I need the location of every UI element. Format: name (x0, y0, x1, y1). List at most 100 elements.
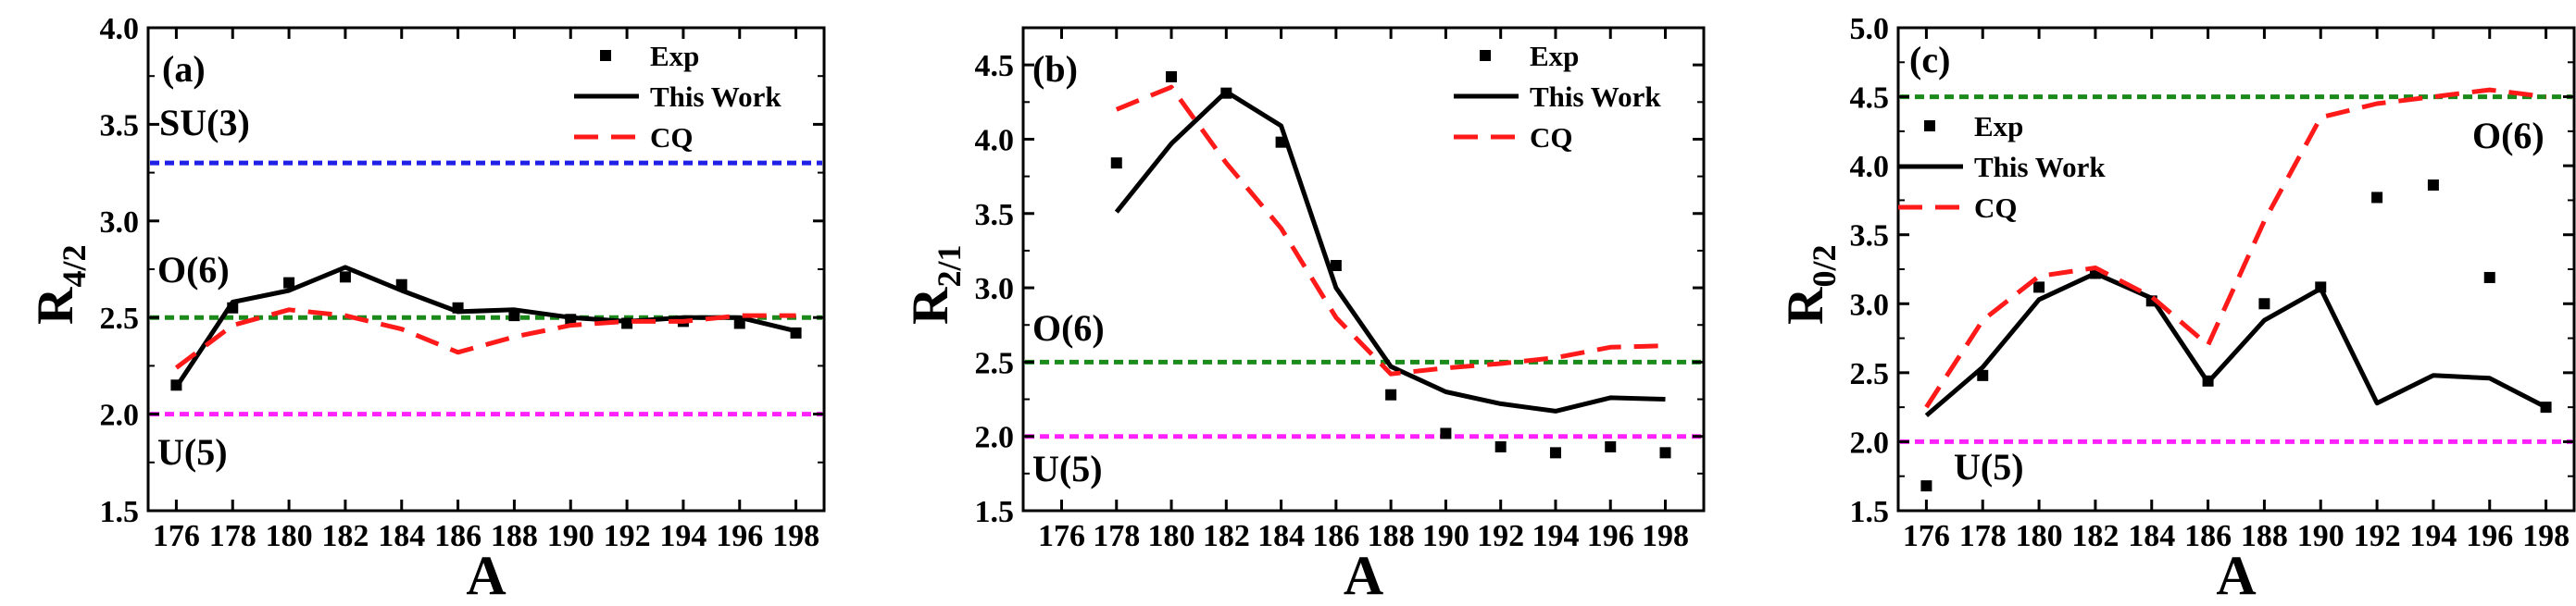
x-tick-label: 196 (1587, 519, 1634, 553)
y-tick-label: 5.0 (1850, 12, 1890, 46)
y-axis-title: R4/2 (27, 245, 93, 325)
x-tick-label: 180 (2016, 519, 2063, 553)
legend-label-cq: CQ (1530, 121, 1573, 154)
y-tick-label: 3.0 (1850, 288, 1890, 322)
y-axis-title: R0/2 (1777, 245, 1843, 325)
series-line-this-work (174, 265, 797, 389)
panel-label: (a) (162, 48, 206, 90)
x-tick-label: 176 (153, 519, 200, 553)
x-tick-label: 188 (1368, 519, 1415, 553)
x-tick-label: 186 (2184, 519, 2232, 553)
y-tick-label: 2.5 (1850, 357, 1890, 391)
x-tick-label: 190 (2297, 519, 2345, 553)
data-point-exp (1977, 369, 1989, 381)
series-line-cq (174, 307, 796, 370)
x-tick-label: 184 (1257, 519, 1305, 553)
series-line-cq (1115, 84, 1666, 377)
legend-label-cq: CQ (1974, 192, 2018, 224)
data-point-exp (1385, 389, 1397, 401)
data-point-exp (1549, 447, 1561, 459)
x-tick-label: 198 (1642, 519, 1689, 553)
data-point-exp (1110, 157, 1122, 169)
y-axis-title-subscript: 2/1 (931, 245, 968, 288)
data-point-exp (1494, 440, 1507, 452)
data-point-exp (1605, 440, 1617, 452)
plot-frame (1896, 26, 2576, 513)
series-line-this-work (1114, 89, 1666, 414)
reference-label-u5: U(5) (157, 431, 228, 473)
x-axis-title: A (1344, 545, 1383, 606)
legend-label-this-work: This Work (1530, 80, 1661, 113)
data-point-exp (2371, 192, 2383, 204)
reference-label-u5: U(5) (1032, 448, 1103, 489)
y-tick-label: 4.0 (1850, 150, 1890, 184)
reference-label-su3: SU(3) (159, 102, 250, 143)
chart-panel-3: O(6) U(5) 1.5 2.0 2.5 3.0 3.5 4.0 4.5 5.0 176 178 18… (1777, 12, 2576, 606)
y-tick-label: 2.0 (1850, 426, 1890, 460)
legend-label-exp: Exp (1530, 40, 1579, 72)
y-axis-title-base: R (1777, 287, 1834, 325)
legend-label-exp: Exp (1974, 110, 2023, 142)
series-line-cq (1924, 87, 2546, 409)
x-tick-label: 176 (1038, 519, 1085, 553)
y-axis-title-subscript: 0/2 (1806, 245, 1843, 288)
data-point-exp (2258, 298, 2270, 310)
data-point-exp (1330, 259, 1342, 271)
legend-label-this-work: This Work (1974, 151, 2106, 183)
y-axis-title-subscript: 4/2 (56, 245, 93, 288)
y-tick-label: 4.5 (975, 49, 1015, 83)
data-point-exp (1166, 71, 1178, 83)
y-tick-label: 4.5 (1850, 81, 1890, 116)
x-tick-label: 184 (378, 519, 425, 553)
y-tick-label: 3.0 (975, 272, 1015, 306)
y-axis-title: R2/1 (902, 245, 968, 325)
data-point-exp (2033, 281, 2045, 293)
panel-label: (b) (1032, 48, 1078, 90)
reference-label-u5: U(5) (1954, 446, 2024, 488)
data-point-exp (508, 310, 520, 322)
x-tick-label: 180 (266, 519, 313, 553)
x-axis-title: A (466, 545, 506, 606)
y-axis-title-base: R (27, 287, 84, 325)
x-tick-label: 182 (321, 519, 369, 553)
y-tick-label: 1.5 (975, 495, 1015, 529)
y-tick-label: 1.5 (1850, 495, 1890, 529)
legend-label-cq: CQ (650, 121, 694, 154)
data-point-exp (283, 277, 295, 289)
y-tick-label: 3.5 (1850, 219, 1890, 254)
x-tick-label: 182 (2071, 519, 2119, 553)
y-tick-label: 2.0 (100, 399, 140, 433)
y-tick-label: 2.0 (975, 421, 1015, 455)
x-tick-label: 192 (2354, 519, 2401, 553)
x-tick-label: 182 (1203, 519, 1250, 553)
y-tick-label: 2.5 (975, 346, 1015, 380)
data-point-exp (1440, 427, 1452, 439)
x-tick-label: 196 (716, 519, 763, 553)
x-tick-label: 194 (659, 519, 707, 553)
series-line-this-work (1924, 271, 2547, 417)
x-tick-label: 198 (772, 519, 819, 553)
y-axis-title-base: R (902, 287, 959, 325)
x-tick-label: 198 (2522, 519, 2570, 553)
legend-marker-exp (1480, 50, 1491, 61)
x-tick-label: 190 (1422, 519, 1469, 553)
x-tick-label: 186 (434, 519, 481, 553)
x-tick-label: 190 (547, 519, 594, 553)
legend-label-exp: Exp (650, 40, 699, 72)
x-tick-label: 192 (604, 519, 651, 553)
legend-label-this-work: This Work (650, 80, 782, 113)
x-tick-label: 188 (2241, 519, 2288, 553)
data-point-exp (1659, 447, 1671, 459)
x-tick-label: 192 (1477, 519, 1524, 553)
y-tick-label: 2.5 (100, 302, 140, 336)
data-point-exp (2427, 179, 2439, 192)
y-tick-label: 3.5 (100, 108, 140, 142)
x-tick-label: 176 (1903, 519, 1950, 553)
x-tick-label: 194 (1532, 519, 1579, 553)
reference-label-o6: O(6) (1032, 307, 1105, 349)
data-point-exp (339, 271, 351, 283)
x-tick-label: 178 (1093, 519, 1140, 553)
legend-marker-exp (1924, 120, 1935, 131)
x-axis-title: A (2216, 545, 2256, 606)
